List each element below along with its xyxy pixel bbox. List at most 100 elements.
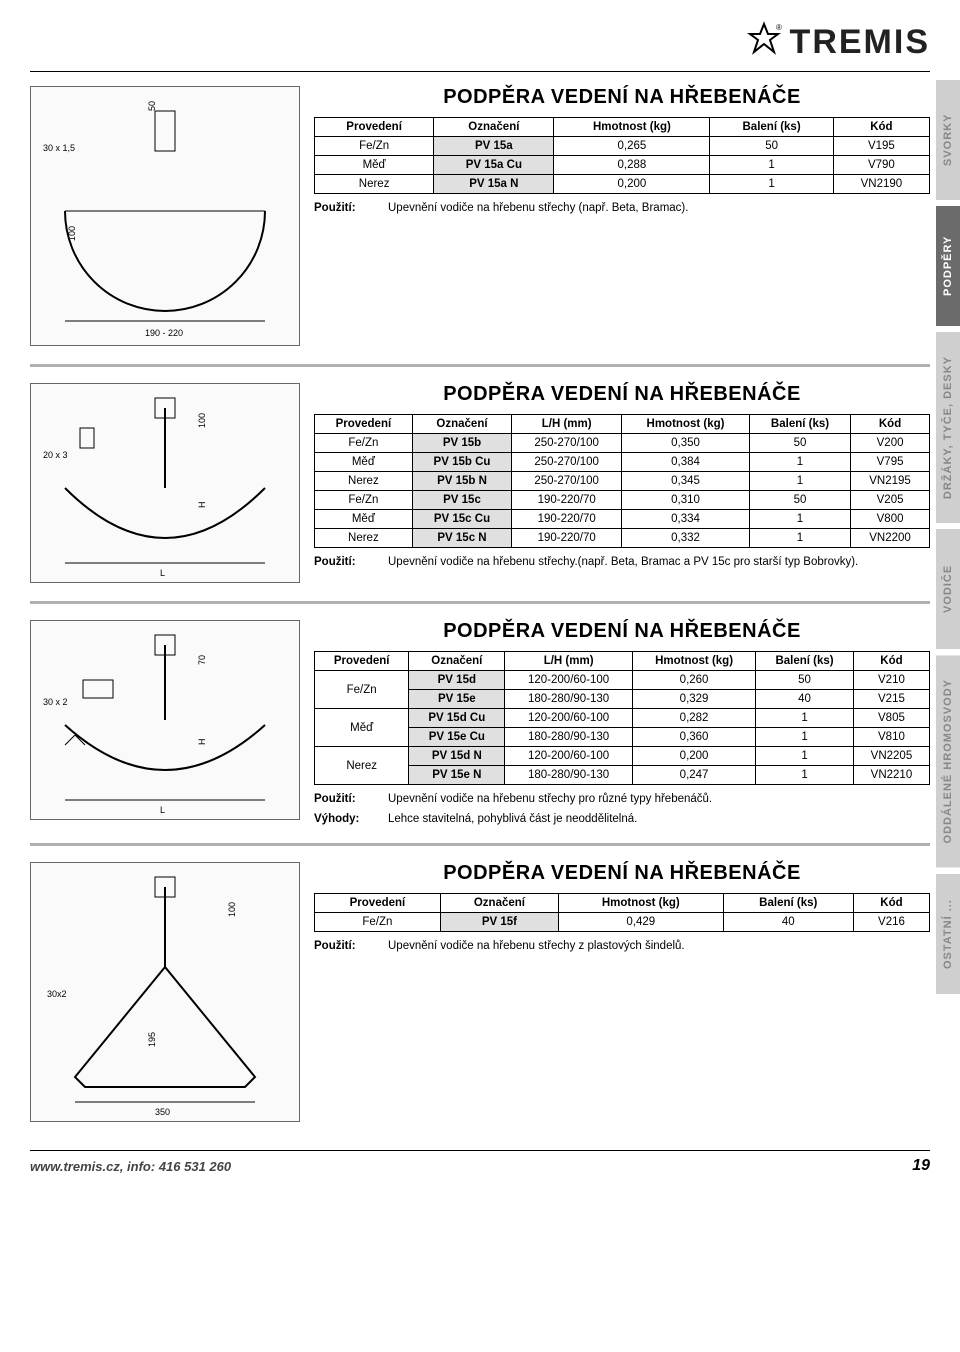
section-3: 30 x 2 70 H L PODPĚRA VEDENÍ NA HŘEBENÁČ… xyxy=(30,610,930,846)
table-header: Balení (ks) xyxy=(723,894,853,913)
table-cell: 0,384 xyxy=(622,453,750,472)
table-cell: 250-270/100 xyxy=(512,434,622,453)
table-cell: PV 15e N xyxy=(409,766,505,785)
table-cell: Fe/Zn xyxy=(315,434,413,453)
table-cell: PV 15a xyxy=(434,137,554,156)
brand-text: TREMIS xyxy=(790,23,930,62)
side-tab[interactable]: PODPĚRY xyxy=(936,206,960,326)
section-3-title: PODPĚRA VEDENÍ NA HŘEBENÁČE xyxy=(314,620,930,643)
table-row: Fe/ZnPV 15b250-270/1000,35050V200 xyxy=(315,434,930,453)
table-row: Fe/ZnPV 15c190-220/700,31050V205 xyxy=(315,491,930,510)
table-cell: 0,429 xyxy=(559,913,724,932)
svg-text:100: 100 xyxy=(227,902,237,917)
table-cell: 0,350 xyxy=(622,434,750,453)
table-header: Balení (ks) xyxy=(749,415,850,434)
footer-url: www.tremis.cz, info: 416 531 260 xyxy=(30,1159,231,1174)
table-cell: 180-280/90-130 xyxy=(505,728,633,747)
svg-text:350: 350 xyxy=(155,1107,170,1117)
note-text: Upevnění vodiče na hřebenu střechy z pla… xyxy=(388,940,930,952)
section-4-table: ProvedeníOznačeníHmotnost (kg)Balení (ks… xyxy=(314,893,930,932)
svg-text:H: H xyxy=(197,739,207,746)
table-cell: 180-280/90-130 xyxy=(505,690,633,709)
table-cell: Fe/Zn xyxy=(315,137,434,156)
table-cell: Nerez xyxy=(315,472,413,491)
table-row: MěďPV 15b Cu250-270/1000,3841V795 xyxy=(315,453,930,472)
section-1: 30 x 1,5 50 100 190 - 220 PODPĚRA VEDENÍ… xyxy=(30,76,930,367)
diagram-2: 20 x 3 100 H L xyxy=(30,383,300,583)
table-row: Fe/ZnPV 15a0,26550V195 xyxy=(315,137,930,156)
section-4-title: PODPĚRA VEDENÍ NA HŘEBENÁČE xyxy=(314,862,930,885)
page-number: 19 xyxy=(912,1157,930,1175)
section-3-table: ProvedeníOznačeníL/H (mm)Hmotnost (kg)Ba… xyxy=(314,651,930,785)
svg-text:®: ® xyxy=(776,23,782,32)
note-label: Použití: xyxy=(314,202,370,214)
table-cell: 0,200 xyxy=(554,175,710,194)
diagram-4: 30x2 100 195 350 xyxy=(30,862,300,1122)
table-cell: 40 xyxy=(723,913,853,932)
table-cell: 1 xyxy=(710,156,833,175)
svg-text:195: 195 xyxy=(147,1032,157,1047)
note-row: Použití:Upevnění vodiče na hřebenu střec… xyxy=(314,793,930,805)
table-cell: PV 15c Cu xyxy=(412,510,511,529)
page-header: ® TREMIS xyxy=(30,20,930,72)
table-cell: 0,200 xyxy=(632,747,755,766)
table-cell: 0,260 xyxy=(632,671,755,690)
side-tab[interactable]: ODDÁLENÉ HROMOSVODY xyxy=(936,655,960,867)
table-cell: V810 xyxy=(853,728,929,747)
brand-logo: ® TREMIS xyxy=(744,20,930,65)
table-cell: V795 xyxy=(851,453,930,472)
table-cell: V195 xyxy=(833,137,929,156)
note-row: Použití:Upevnění vodiče na hřebenu střec… xyxy=(314,556,930,568)
table-cell: 1 xyxy=(710,175,833,194)
table-cell: PV 15a N xyxy=(434,175,554,194)
table-cell: 0,282 xyxy=(632,709,755,728)
table-row: NerezPV 15a N0,2001VN2190 xyxy=(315,175,930,194)
table-cell: V215 xyxy=(853,690,929,709)
table-row: NerezPV 15c N190-220/700,3321VN2200 xyxy=(315,529,930,548)
table-row: MěďPV 15d Cu120-200/60-1000,2821V805 xyxy=(315,709,930,728)
note-text: Upevnění vodiče na hřebenu střechy pro r… xyxy=(388,793,930,805)
table-cell: VN2210 xyxy=(853,766,929,785)
table-cell: Nerez xyxy=(315,175,434,194)
table-header: Hmotnost (kg) xyxy=(554,118,710,137)
table-cell: 250-270/100 xyxy=(512,453,622,472)
side-tab[interactable]: SVORKY xyxy=(936,80,960,200)
table-row: NerezPV 15d N120-200/60-1000,2001VN2205 xyxy=(315,747,930,766)
table-header: Označení xyxy=(440,894,558,913)
table-cell: 0,332 xyxy=(622,529,750,548)
table-header: Hmotnost (kg) xyxy=(559,894,724,913)
table-cell: 0,265 xyxy=(554,137,710,156)
table-header: Kód xyxy=(833,118,929,137)
table-cell: PV 15c xyxy=(412,491,511,510)
table-header: Označení xyxy=(409,652,505,671)
table-header: L/H (mm) xyxy=(512,415,622,434)
table-cell: PV 15a Cu xyxy=(434,156,554,175)
side-tab[interactable]: OSTATNÍ ... xyxy=(936,874,960,994)
table-cell: 1 xyxy=(749,529,850,548)
table-cell: PV 15d N xyxy=(409,747,505,766)
table-header: Balení (ks) xyxy=(756,652,854,671)
table-header: Provedení xyxy=(315,894,441,913)
table-cell: PV 15b Cu xyxy=(412,453,511,472)
table-cell: 50 xyxy=(749,491,850,510)
table-cell: 50 xyxy=(749,434,850,453)
table-header: Provedení xyxy=(315,118,434,137)
table-header: Kód xyxy=(851,415,930,434)
section-1-table: ProvedeníOznačeníHmotnost (kg)Balení (ks… xyxy=(314,117,930,194)
table-cell: VN2190 xyxy=(833,175,929,194)
tremis-icon: ® xyxy=(744,20,784,65)
table-header: Provedení xyxy=(315,652,409,671)
table-cell: 1 xyxy=(756,709,854,728)
table-cell: 0,247 xyxy=(632,766,755,785)
table-cell: V216 xyxy=(853,913,929,932)
table-cell: 0,329 xyxy=(632,690,755,709)
section-4: 30x2 100 195 350 PODPĚRA VEDENÍ NA HŘEBE… xyxy=(30,852,930,1140)
table-row: NerezPV 15b N250-270/1000,3451VN2195 xyxy=(315,472,930,491)
table-cell: VN2205 xyxy=(853,747,929,766)
table-cell: 120-200/60-100 xyxy=(505,709,633,728)
table-cell: PV 15d Cu xyxy=(409,709,505,728)
side-tab[interactable]: DRŽÁKY, TYČE, DESKY xyxy=(936,332,960,523)
side-tab[interactable]: VODIČE xyxy=(936,529,960,649)
table-cell: Měď xyxy=(315,453,413,472)
table-cell: PV 15f xyxy=(440,913,558,932)
